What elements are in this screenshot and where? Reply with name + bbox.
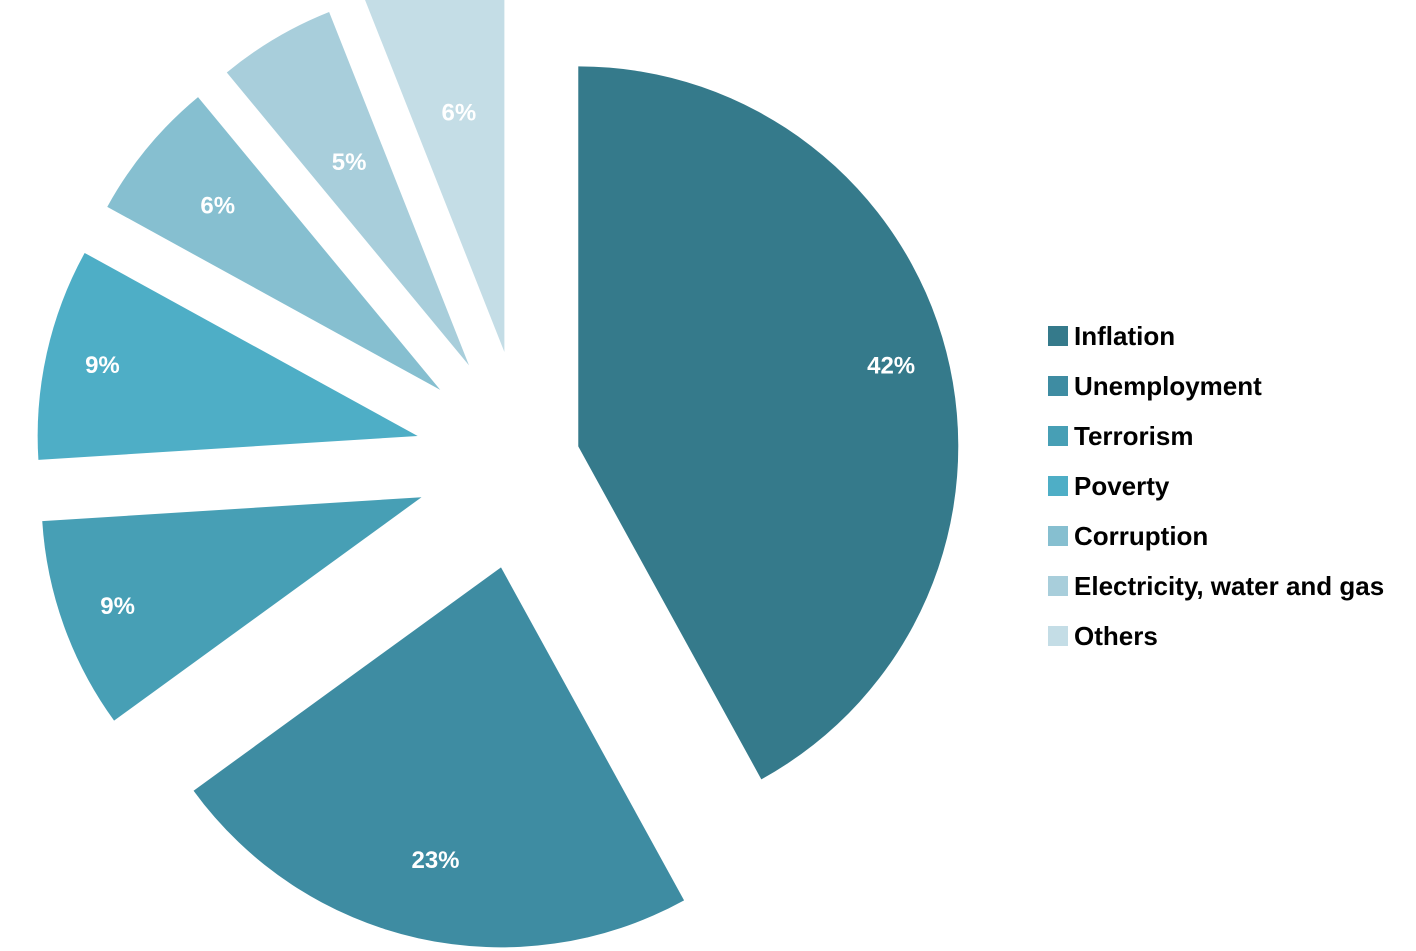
legend-label: Terrorism xyxy=(1074,420,1194,451)
legend-item-corruption: Corruption xyxy=(1048,511,1384,561)
slice-value-label-unemployment: 23% xyxy=(411,847,459,874)
legend-swatch xyxy=(1048,626,1068,646)
legend-item-poverty: Poverty xyxy=(1048,461,1384,511)
pie-slice-poverty xyxy=(37,252,418,460)
legend-label: Others xyxy=(1074,620,1158,651)
legend-label: Unemployment xyxy=(1074,370,1262,401)
legend-swatch xyxy=(1048,526,1068,546)
legend-item-unemployment: Unemployment xyxy=(1048,361,1384,411)
legend-swatch xyxy=(1048,576,1068,596)
legend-swatch xyxy=(1048,376,1068,396)
slice-value-label-terrorism: 9% xyxy=(100,593,135,620)
slice-value-label-inflation: 42% xyxy=(867,352,915,379)
pie-slice-terrorism xyxy=(42,497,422,721)
legend-item-terrorism: Terrorism xyxy=(1048,411,1384,461)
legend-item-inflation: Inflation xyxy=(1048,311,1384,361)
legend-label: Electricity, water and gas xyxy=(1074,570,1385,601)
pie-slice-electricity-water-and-gas xyxy=(226,12,470,366)
legend: Inflation Unemployment Terrorism Poverty Cor… xyxy=(1048,311,1384,661)
legend-swatch xyxy=(1048,426,1068,446)
slice-value-label-electricity-water-and-gas: 5% xyxy=(332,149,367,176)
legend-label: Inflation xyxy=(1074,320,1176,351)
slice-value-label-poverty: 9% xyxy=(85,352,120,379)
pie-slice-others xyxy=(365,0,505,352)
legend-item-electricity-water-and-gas: Electricity, water and gas xyxy=(1048,561,1384,611)
legend-label: Corruption xyxy=(1074,520,1209,551)
pie-slice-unemployment xyxy=(193,567,685,948)
legend-swatch xyxy=(1048,326,1068,346)
legend-item-others: Others xyxy=(1048,611,1384,661)
pie-slice-corruption xyxy=(107,97,441,390)
slice-value-label-corruption: 6% xyxy=(200,192,235,219)
pie-slice-inflation xyxy=(578,66,959,780)
legend-swatch xyxy=(1048,476,1068,496)
slice-value-label-others: 6% xyxy=(441,100,476,127)
legend-label: Poverty xyxy=(1074,470,1170,501)
